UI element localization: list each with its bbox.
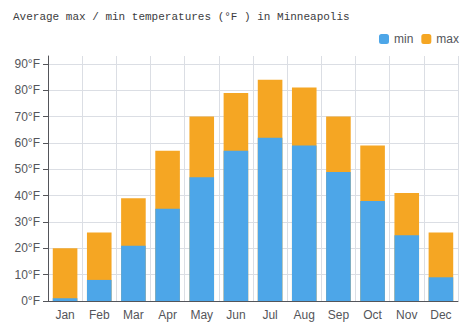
svg-text:Average max / min temperatures: Average max / min temperatures (°F ) in … [13,11,350,23]
svg-text:90°F: 90°F [15,57,40,71]
svg-text:May: May [190,308,213,322]
svg-text:Jul: Jul [262,308,277,322]
svg-text:Nov: Nov [396,308,417,322]
svg-text:Aug: Aug [294,308,315,322]
svg-text:60°F: 60°F [15,136,40,150]
svg-text:min: min [394,32,413,46]
svg-text:80°F: 80°F [15,83,40,97]
svg-text:20°F: 20°F [15,241,40,255]
svg-text:Mar: Mar [123,308,144,322]
svg-text:Dec: Dec [430,308,451,322]
svg-text:0°F: 0°F [21,294,40,308]
svg-text:10°F: 10°F [15,268,40,282]
svg-text:30°F: 30°F [15,215,40,229]
svg-text:Feb: Feb [89,308,110,322]
svg-text:Sep: Sep [328,308,350,322]
svg-text:70°F: 70°F [15,110,40,124]
svg-text:max: max [436,32,459,46]
svg-text:Jun: Jun [226,308,245,322]
svg-text:Jan: Jan [55,308,74,322]
svg-text:50°F: 50°F [15,162,40,176]
svg-text:Oct: Oct [363,308,382,322]
svg-text:40°F: 40°F [15,189,40,203]
svg-text:Apr: Apr [158,308,177,322]
